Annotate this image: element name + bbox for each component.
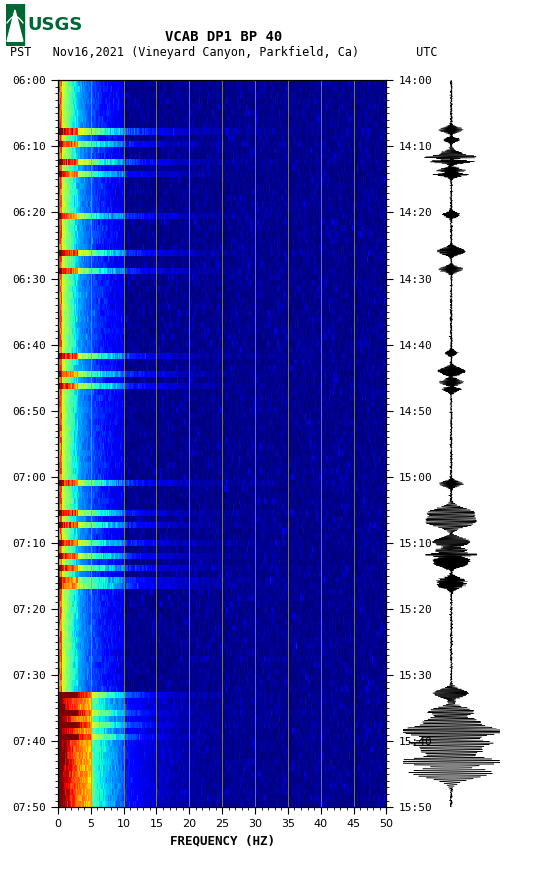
Text: VCAB DP1 BP 40: VCAB DP1 BP 40 xyxy=(165,30,282,45)
Text: USGS: USGS xyxy=(27,16,82,34)
Text: PST   Nov16,2021 (Vineyard Canyon, Parkfield, Ca)        UTC: PST Nov16,2021 (Vineyard Canyon, Parkfie… xyxy=(10,46,437,59)
Bar xyxy=(6,4,24,46)
Polygon shape xyxy=(7,10,23,41)
X-axis label: FREQUENCY (HZ): FREQUENCY (HZ) xyxy=(169,835,275,847)
